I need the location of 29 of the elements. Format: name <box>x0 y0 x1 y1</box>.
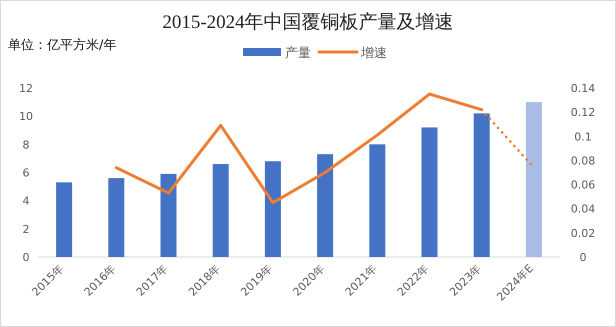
bar <box>56 182 72 257</box>
y-tick-label: 12 <box>19 82 33 95</box>
legend-label: 增速 <box>360 46 387 61</box>
y2-tick-label: 0.08 <box>570 154 596 168</box>
y-tick-label: 10 <box>19 110 33 124</box>
y2-tick-label: 0.02 <box>570 226 596 240</box>
bar <box>526 102 542 257</box>
bar <box>369 144 386 257</box>
y2-tick-label: 0 <box>580 251 586 264</box>
y-tick-label: 2 <box>22 222 30 236</box>
bar <box>474 113 490 257</box>
legend-label: 产量 <box>285 46 311 61</box>
bar <box>108 178 124 257</box>
y2-tick-label: 0.1 <box>574 130 592 144</box>
bar <box>317 154 334 257</box>
y2-tick-label: 0.06 <box>570 178 596 192</box>
bar <box>212 164 229 257</box>
y2-tick-label: 0.14 <box>570 82 596 95</box>
y-tick-label: 8 <box>22 138 30 152</box>
bar <box>160 174 176 257</box>
y-tick-label: 4 <box>22 194 30 208</box>
chart-title: 2015-2024年中国覆铜板产量及增速 <box>162 12 454 33</box>
y-tick-label: 6 <box>22 166 30 180</box>
text: 单位：亿平方米/年 <box>8 37 116 53</box>
bar <box>264 161 281 257</box>
bar <box>422 127 438 257</box>
y2-tick-label: 0.04 <box>570 202 596 216</box>
y-tick-label: 0 <box>22 251 30 264</box>
y2-tick-label: 0.12 <box>570 106 596 120</box>
